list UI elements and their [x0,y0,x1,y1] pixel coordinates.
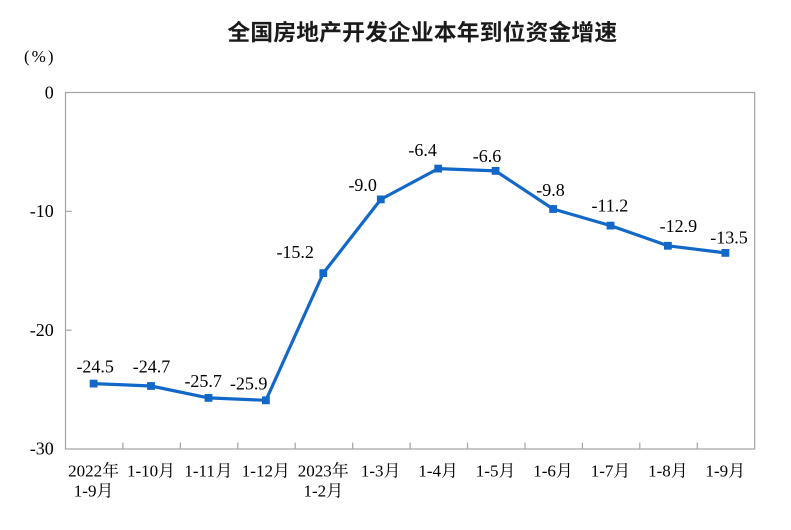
svg-text:-25.7: -25.7 [184,371,222,391]
svg-text:1-6: 1-6 [533,462,556,481]
svg-text:1-5: 1-5 [476,462,499,481]
svg-text:-30: -30 [30,439,54,459]
svg-text:-10: -10 [30,201,54,221]
svg-text:1-2: 1-2 [304,482,327,501]
svg-text:2023: 2023 [298,462,332,481]
svg-text:1-8: 1-8 [648,462,671,481]
svg-text:-11.2: -11.2 [591,196,628,216]
svg-text:1-9: 1-9 [74,482,97,501]
svg-text:1-9: 1-9 [706,462,729,481]
svg-text:-9.0: -9.0 [348,175,377,195]
svg-text:1-4: 1-4 [418,462,441,481]
svg-text:2022: 2022 [68,462,102,481]
svg-text:0: 0 [45,82,54,102]
svg-text:-15.2: -15.2 [276,242,314,262]
svg-text:1-11: 1-11 [184,462,215,481]
svg-text:-24.7: -24.7 [133,357,171,377]
svg-text:1-10: 1-10 [127,462,158,481]
svg-text:-13.5: -13.5 [710,228,748,248]
svg-text:-20: -20 [30,320,54,340]
svg-text:-6.4: -6.4 [408,140,437,160]
svg-text:-24.5: -24.5 [76,357,114,377]
svg-text:1-3: 1-3 [361,462,384,481]
svg-text:(%): (%) [24,47,55,66]
svg-text:-25.9: -25.9 [230,373,268,393]
svg-text:-6.6: -6.6 [473,146,502,166]
svg-text:1-7: 1-7 [591,462,614,481]
svg-text:1-12: 1-12 [242,462,273,481]
svg-text:-12.9: -12.9 [660,216,698,236]
svg-text:-9.8: -9.8 [536,180,565,200]
